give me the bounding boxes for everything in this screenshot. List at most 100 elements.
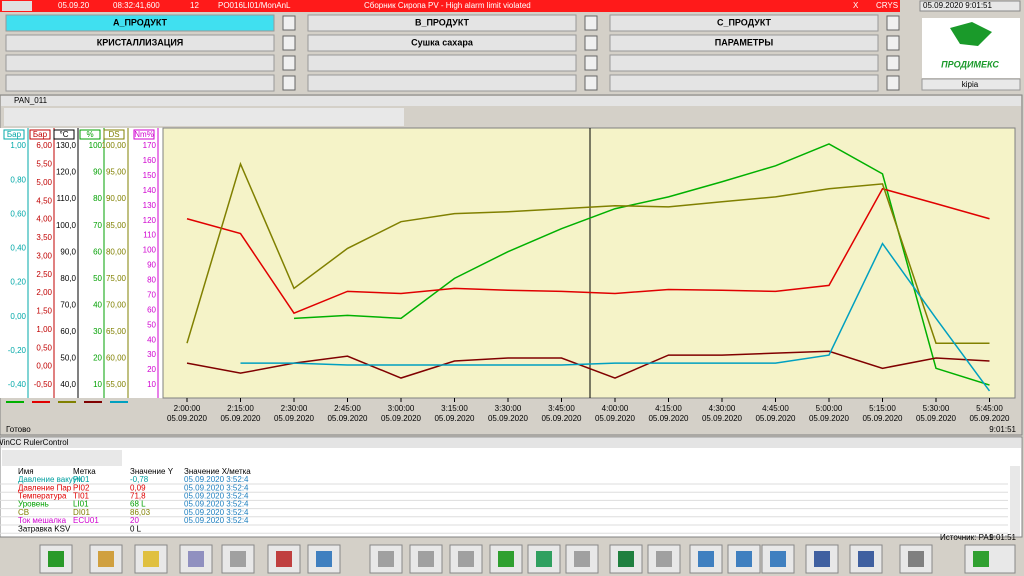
axis-tick-label: 130,0 xyxy=(56,141,77,150)
nav-icon[interactable] xyxy=(282,55,296,71)
toolbar-icon[interactable] xyxy=(814,551,830,567)
toolbar-icon[interactable] xyxy=(188,551,204,567)
toolbar-icon[interactable] xyxy=(618,551,634,567)
nav-icon[interactable] xyxy=(886,75,900,91)
nav-icon[interactable] xyxy=(282,35,296,51)
alarm-bar[interactable] xyxy=(0,0,900,12)
trend-toolbar[interactable] xyxy=(4,108,404,126)
axis-unit: % xyxy=(86,130,93,139)
nav-button[interactable] xyxy=(5,54,275,72)
cell: 0 L xyxy=(130,524,142,533)
toolbar-icon[interactable] xyxy=(316,551,332,567)
axis-tick-label: 70 xyxy=(147,290,156,299)
axis-tick-label: 3,50 xyxy=(36,233,52,242)
axis-unit-box xyxy=(103,129,125,140)
status-time: 9:01:51 xyxy=(989,425,1016,434)
cell: Давление Пар xyxy=(18,483,72,492)
axis-tick-label: 60,00 xyxy=(106,354,127,363)
x-tick-date: 05.09.2020 xyxy=(167,414,208,423)
cell: LI01 xyxy=(73,500,89,509)
ruler-toolbar[interactable] xyxy=(2,450,122,466)
toolbar-icon[interactable] xyxy=(458,551,474,567)
clock-box xyxy=(919,0,1021,12)
x-tick-date: 05.09.2020 xyxy=(969,414,1010,423)
alarm-icon[interactable] xyxy=(2,1,32,11)
axis-tick-label: 50 xyxy=(147,320,156,329)
toolbar-button[interactable] xyxy=(964,544,1016,574)
axis-tick-label: 3,00 xyxy=(36,251,52,260)
axis-tick-label: 70,00 xyxy=(106,300,127,309)
x-tick-time: 2:45:00 xyxy=(334,404,361,413)
nav-icon[interactable] xyxy=(886,55,900,71)
nav-icon[interactable] xyxy=(282,15,296,31)
nav-icon[interactable] xyxy=(584,55,598,71)
axis-tick-label: 4,00 xyxy=(36,215,52,224)
toolbar-icon[interactable] xyxy=(498,551,514,567)
axis-tick-label: 0,80 xyxy=(10,175,26,184)
source: Источник: PA1 xyxy=(940,533,994,542)
column-header: Значение X/метка xyxy=(184,467,251,476)
axis-tick-label: 90 xyxy=(147,261,156,270)
nav-button[interactable] xyxy=(5,74,275,92)
toolbar-icon[interactable] xyxy=(858,551,874,567)
axis-unit: Nm% xyxy=(134,130,154,139)
toolbar-icon[interactable] xyxy=(973,551,989,567)
nav-button[interactable] xyxy=(5,14,275,32)
scrollbar[interactable] xyxy=(1010,466,1020,536)
nav-icon[interactable] xyxy=(584,15,598,31)
axis-unit: Бар xyxy=(33,130,48,139)
axis-tick-label: 2,00 xyxy=(36,288,52,297)
ruler-window xyxy=(0,436,1023,538)
nav-button[interactable] xyxy=(307,74,577,92)
alarm-message: Сборник Сиропа PV - High alarm limit vio… xyxy=(364,1,531,10)
nav-button[interactable] xyxy=(609,74,879,92)
nav-button[interactable] xyxy=(609,14,879,32)
x-tick-time: 5:45:00 xyxy=(976,404,1003,413)
toolbar-icon[interactable] xyxy=(736,551,752,567)
x-tick-time: 3:15:00 xyxy=(441,404,468,413)
toolbar-icon[interactable] xyxy=(98,551,114,567)
nav-button[interactable] xyxy=(609,54,879,72)
axis-panel xyxy=(0,128,163,398)
nav-label: А_ПРОДУКТ xyxy=(113,17,168,27)
axis-tick-label: -0,20 xyxy=(8,346,27,355)
alarm-close[interactable]: X xyxy=(853,1,859,10)
toolbar-icon[interactable] xyxy=(378,551,394,567)
toolbar-icon[interactable] xyxy=(574,551,590,567)
nav-button[interactable] xyxy=(307,54,577,72)
cell: DI01 xyxy=(73,508,90,517)
x-tick-time: 4:00:00 xyxy=(602,404,629,413)
nav-icon[interactable] xyxy=(282,75,296,91)
axis-tick-label: 1,50 xyxy=(36,307,52,316)
nav-button[interactable] xyxy=(307,34,577,52)
axis-tick-label: 40 xyxy=(93,300,102,309)
x-tick-date: 05.09.2020 xyxy=(809,414,850,423)
axis-tick-label: 1,00 xyxy=(10,141,26,150)
axis-tick-label: 90,0 xyxy=(60,247,76,256)
toolbar-icon[interactable] xyxy=(230,551,246,567)
axis-tick-label: -0,50 xyxy=(34,380,53,389)
nav-icon[interactable] xyxy=(584,75,598,91)
nav-button[interactable] xyxy=(5,34,275,52)
axis-tick-label: 130 xyxy=(143,201,157,210)
toolbar-icon[interactable] xyxy=(908,551,924,567)
cell: 20 xyxy=(130,516,139,525)
toolbar-icon[interactable] xyxy=(536,551,552,567)
axis-tick-label: 20 xyxy=(93,354,102,363)
toolbar-icon[interactable] xyxy=(143,551,159,567)
nav-button[interactable] xyxy=(609,34,879,52)
toolbar-icon[interactable] xyxy=(656,551,672,567)
nav-icon[interactable] xyxy=(886,15,900,31)
toolbar-icon[interactable] xyxy=(698,551,714,567)
toolbar-icon[interactable] xyxy=(418,551,434,567)
toolbar-icon[interactable] xyxy=(276,551,292,567)
axis-tick-label: 140 xyxy=(143,186,157,195)
cell: Давление вакуум xyxy=(18,475,82,484)
toolbar-icon[interactable] xyxy=(770,551,786,567)
nav-icon[interactable] xyxy=(886,35,900,51)
toolbar-icon[interactable] xyxy=(48,551,64,567)
x-tick-time: 4:15:00 xyxy=(655,404,682,413)
nav-icon[interactable] xyxy=(584,35,598,51)
nav-button[interactable] xyxy=(307,14,577,32)
x-tick-time: 2:30:00 xyxy=(281,404,308,413)
